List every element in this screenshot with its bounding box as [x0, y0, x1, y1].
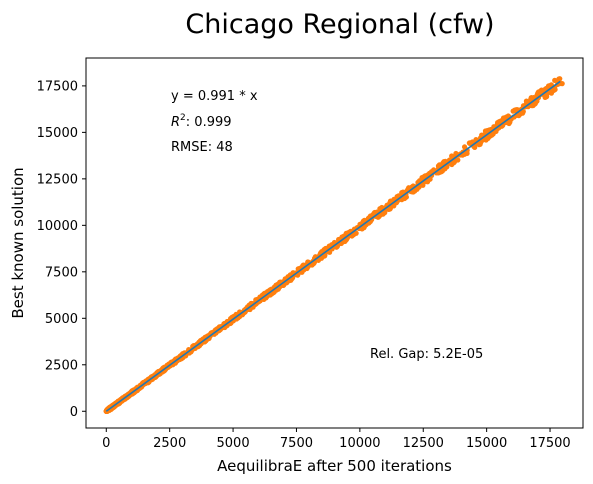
rmse-annotation: RMSE: 48 — [171, 140, 233, 155]
scatter-point — [315, 257, 322, 263]
scatter-point — [431, 167, 437, 173]
scatter-point — [484, 128, 490, 134]
scatter-point — [453, 150, 459, 157]
x-tick-label: 12500 — [403, 436, 444, 451]
y-axis-ticks: 0 2500 5000 7500 10000 12500 15000 17500 — [37, 79, 86, 420]
r-squared-symbol: R — [171, 115, 180, 130]
fit-line — [105, 80, 561, 412]
scatter-point — [377, 206, 383, 212]
scatter-point — [552, 77, 558, 83]
scatter-point — [461, 151, 468, 157]
x-tick-label: 17500 — [529, 436, 570, 451]
scatter-point — [529, 95, 535, 101]
x-tick-label: 5000 — [217, 436, 250, 451]
y-tick-label: 2500 — [45, 358, 78, 373]
r-squared-value: : 0.999 — [186, 115, 232, 130]
equation-annotation: y = 0.991 * x — [171, 89, 258, 104]
scatter-point — [523, 98, 530, 104]
r-squared-annotation: R2: 0.999 — [171, 113, 232, 130]
scatter-point — [422, 173, 428, 179]
x-tick-label: 7500 — [280, 436, 313, 451]
scatter-point — [461, 144, 468, 150]
scatter-point — [455, 157, 461, 163]
chart-title: Chicago Regional (cfw) — [185, 9, 494, 40]
x-tick-label: 0 — [102, 436, 110, 451]
scatter-point — [399, 189, 405, 196]
y-tick-label: 0 — [70, 405, 78, 420]
scatter-point — [442, 166, 448, 172]
x-tick-label: 10000 — [339, 436, 380, 451]
scatter-point — [467, 140, 473, 146]
x-axis-ticks: 0 2500 5000 7500 10000 12500 15000 17500 — [102, 428, 571, 451]
scatter-point — [493, 128, 499, 135]
x-tick-label: 15000 — [466, 436, 507, 451]
y-axis-label: Best known solution — [9, 167, 27, 318]
r-squared-exponent: 2 — [180, 113, 186, 123]
x-axis-label: AequilibraE after 500 iterations — [217, 457, 452, 475]
y-tick-label: 15000 — [37, 126, 78, 141]
y-tick-label: 17500 — [37, 79, 78, 94]
scatter-point — [309, 262, 315, 268]
scatter-point — [387, 205, 393, 212]
y-tick-label: 12500 — [37, 172, 78, 187]
y-tick-label: 7500 — [45, 265, 78, 280]
scatter-point — [510, 108, 516, 114]
plot-area — [103, 76, 565, 414]
y-tick-label: 10000 — [37, 219, 78, 234]
rel-gap-annotation: Rel. Gap: 5.2E-05 — [370, 347, 483, 362]
x-tick-label: 2500 — [153, 436, 186, 451]
y-tick-label: 5000 — [45, 312, 78, 327]
scatter-point — [495, 120, 501, 126]
scatter-point — [556, 76, 562, 82]
plot-frame — [85, 57, 584, 429]
scatter-point — [427, 176, 433, 182]
